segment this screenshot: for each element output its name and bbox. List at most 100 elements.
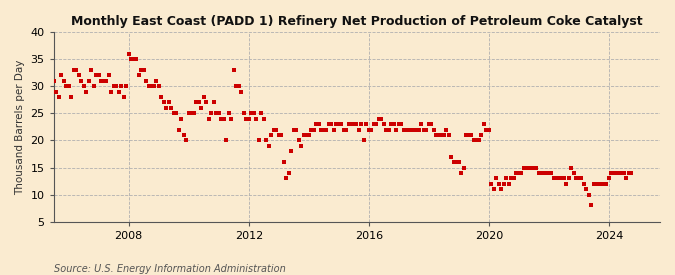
Point: [464, 133, 475, 137]
Point: [466, 133, 477, 137]
Point: [329, 127, 340, 132]
Point: [518, 165, 529, 170]
Point: [551, 176, 562, 181]
Point: [439, 133, 450, 137]
Point: [276, 133, 287, 137]
Point: [101, 79, 111, 83]
Point: [406, 127, 416, 132]
Point: [244, 117, 254, 121]
Point: [118, 95, 129, 99]
Point: [304, 133, 315, 137]
Point: [36, 62, 47, 67]
Point: [394, 122, 404, 126]
Point: [624, 171, 634, 175]
Title: Monthly East Coast (PADD 1) Refinery Net Production of Petroleum Coke Catalyst: Monthly East Coast (PADD 1) Refinery Net…: [71, 15, 643, 28]
Point: [346, 122, 357, 126]
Point: [284, 171, 294, 175]
Point: [344, 122, 354, 126]
Point: [113, 89, 124, 94]
Point: [379, 122, 389, 126]
Point: [231, 84, 242, 88]
Point: [253, 138, 264, 143]
Point: [491, 176, 502, 181]
Point: [361, 122, 372, 126]
Point: [161, 106, 171, 110]
Point: [301, 133, 312, 137]
Point: [483, 127, 494, 132]
Point: [116, 84, 127, 88]
Point: [186, 111, 196, 116]
Point: [416, 122, 427, 126]
Point: [408, 127, 419, 132]
Point: [193, 100, 204, 104]
Point: [454, 160, 464, 164]
Point: [65, 95, 76, 99]
Point: [609, 171, 620, 175]
Point: [313, 122, 324, 126]
Point: [578, 182, 589, 186]
Point: [614, 171, 624, 175]
Point: [541, 171, 552, 175]
Point: [178, 133, 189, 137]
Point: [446, 155, 457, 159]
Point: [234, 84, 244, 88]
Point: [198, 95, 209, 99]
Point: [296, 144, 306, 148]
Point: [601, 182, 612, 186]
Point: [414, 127, 425, 132]
Point: [373, 117, 384, 121]
Point: [68, 68, 79, 72]
Point: [184, 111, 194, 116]
Point: [363, 127, 374, 132]
Point: [96, 79, 107, 83]
Point: [126, 57, 136, 61]
Point: [468, 138, 479, 143]
Point: [86, 68, 97, 72]
Point: [316, 127, 327, 132]
Point: [291, 127, 302, 132]
Point: [219, 117, 230, 121]
Point: [479, 122, 489, 126]
Point: [173, 127, 184, 132]
Point: [549, 176, 560, 181]
Point: [391, 127, 402, 132]
Point: [91, 73, 102, 78]
Point: [78, 84, 89, 88]
Point: [574, 176, 585, 181]
Point: [338, 127, 349, 132]
Point: [536, 171, 547, 175]
Point: [51, 89, 61, 94]
Point: [371, 122, 382, 126]
Point: [166, 106, 177, 110]
Point: [443, 133, 454, 137]
Point: [506, 176, 517, 181]
Point: [458, 165, 469, 170]
Point: [481, 127, 492, 132]
Point: [261, 138, 272, 143]
Point: [611, 171, 622, 175]
Point: [281, 176, 292, 181]
Point: [596, 182, 607, 186]
Point: [351, 122, 362, 126]
Point: [248, 111, 259, 116]
Point: [616, 171, 627, 175]
Point: [508, 176, 519, 181]
Point: [288, 127, 299, 132]
Point: [171, 111, 182, 116]
Point: [49, 79, 59, 83]
Point: [489, 187, 500, 191]
Point: [271, 127, 281, 132]
Point: [128, 57, 139, 61]
Point: [153, 84, 164, 88]
Point: [99, 79, 109, 83]
Point: [556, 176, 567, 181]
Point: [341, 127, 352, 132]
Point: [626, 171, 637, 175]
Point: [376, 117, 387, 121]
Point: [524, 165, 535, 170]
Point: [53, 95, 64, 99]
Point: [38, 62, 49, 67]
Point: [256, 111, 267, 116]
Point: [486, 182, 497, 186]
Point: [124, 51, 134, 56]
